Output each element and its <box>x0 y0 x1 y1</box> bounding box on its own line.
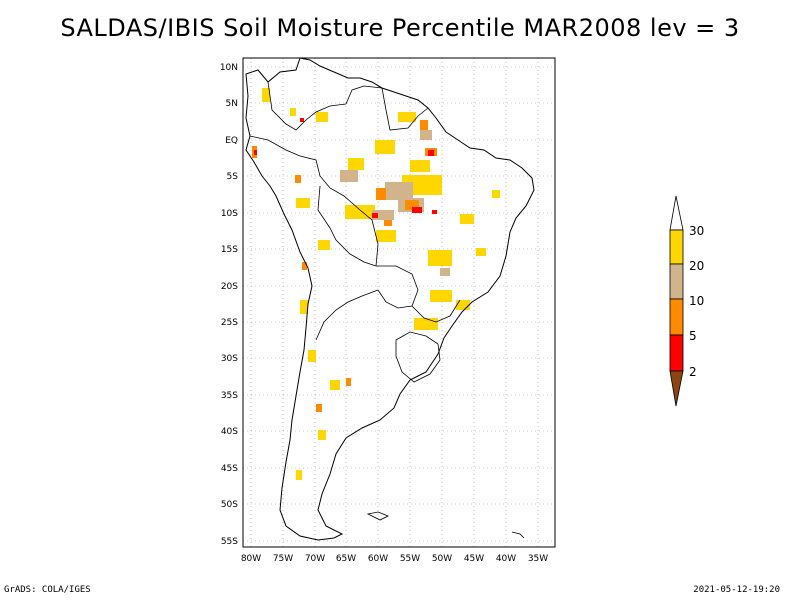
lon-label: 70W <box>305 554 325 564</box>
lon-label: 65W <box>336 554 356 564</box>
latitude-labels: 10N 5N EQ 5S 10S 15S 20S 25S 30S 35S 40S… <box>220 63 238 547</box>
colorbar <box>669 195 684 407</box>
lon-label: 80W <box>241 554 261 564</box>
colorbar-swatch-30 <box>669 229 684 265</box>
lat-label: 50S <box>221 500 238 510</box>
map-frame <box>242 57 556 548</box>
lat-label: 10N <box>220 63 238 73</box>
lat-label: 5N <box>226 99 238 109</box>
lon-label: 45W <box>464 554 484 564</box>
lon-label: 40W <box>496 554 516 564</box>
lat-label: 45S <box>221 464 238 474</box>
soil-moisture-patches <box>252 88 500 480</box>
colorbar-label-2: 2 <box>689 365 697 379</box>
colorbar-swatch-20 <box>669 263 684 300</box>
colorbar-label-30: 30 <box>689 224 704 238</box>
colorbar-label-5: 5 <box>689 329 697 343</box>
lat-label: 55S <box>221 537 238 547</box>
lon-label: 35W <box>528 554 548 564</box>
lon-label: 75W <box>273 554 293 564</box>
longitude-labels: 80W 75W 70W 65W 60W 55W 50W 45W 40W 35W <box>241 554 548 564</box>
islands <box>366 511 525 539</box>
footer-timestamp: 2021-05-12-19:20 <box>693 585 780 595</box>
south-america-outline <box>245 57 535 541</box>
colorbar-swatch-10 <box>669 298 684 336</box>
grid-lines <box>243 58 555 547</box>
lat-label: 40S <box>221 427 238 437</box>
lon-label: 50W <box>432 554 452 564</box>
lon-label: 55W <box>400 554 420 564</box>
colorbar-labels: 30 20 10 5 2 <box>689 224 704 379</box>
lat-label: 10S <box>221 209 238 219</box>
lat-label: 15S <box>221 245 238 255</box>
colorbar-label-20: 20 <box>689 259 704 273</box>
colorbar-label-10: 10 <box>689 294 704 308</box>
colorbar-top-arrow <box>669 195 684 231</box>
lon-label: 60W <box>368 554 388 564</box>
colorbar-swatch-5 <box>669 334 684 372</box>
footer-credit: GrADS: COLA/IGES <box>4 585 91 595</box>
lat-label: EQ <box>225 136 238 146</box>
lat-label: 20S <box>221 282 238 292</box>
lat-label: 35S <box>221 391 238 401</box>
lat-label: 5S <box>227 172 239 182</box>
map-title: SALDAS/IBIS Soil Moisture Percentile MAR… <box>60 14 740 42</box>
lat-label: 25S <box>221 318 238 328</box>
colorbar-bottom-arrow <box>669 370 684 407</box>
country-borders <box>249 81 461 383</box>
lat-label: 30S <box>221 354 238 364</box>
